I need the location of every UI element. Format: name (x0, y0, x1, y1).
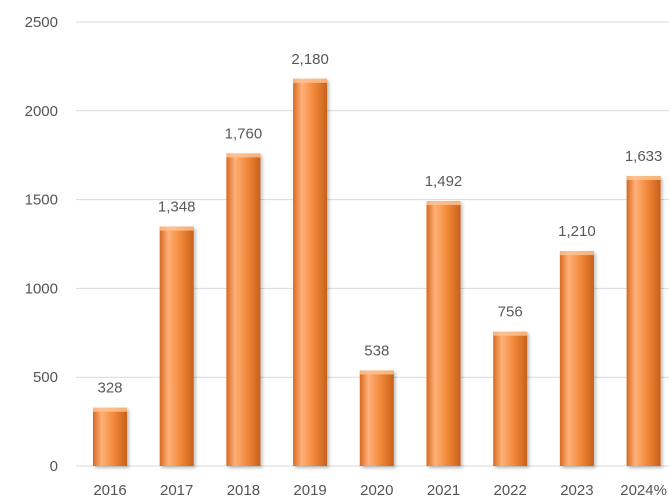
data-label: 328 (97, 380, 122, 397)
bar-cap (293, 78, 328, 83)
y-tick-label: 0 (50, 458, 58, 475)
data-label: 1,633 (625, 148, 663, 165)
x-tick-label: 2023 (560, 482, 593, 499)
data-label: 538 (364, 342, 389, 359)
data-label: 1,760 (225, 125, 263, 142)
data-label: 1,348 (158, 199, 196, 216)
bar-cap (559, 251, 594, 256)
y-tick-label: 2000 (25, 103, 58, 120)
bar (493, 331, 528, 466)
bar-cap (626, 175, 661, 180)
data-label: 1,492 (425, 173, 463, 190)
x-tick-label: 2021 (427, 482, 460, 499)
bar (159, 226, 194, 466)
x-tick-label: 2016 (93, 482, 126, 499)
y-axis-ticks: 0 500 1000 1500 2000 2500 (25, 14, 58, 475)
bar-cap (159, 226, 194, 231)
bar-cap (493, 331, 528, 336)
data-label: 2,180 (291, 51, 329, 68)
x-tick-label: 2019 (293, 482, 326, 499)
x-tick-label: 2024% (620, 482, 667, 499)
bar (293, 78, 328, 466)
bar (426, 201, 461, 466)
y-tick-label: 1000 (25, 280, 58, 297)
y-tick-label: 2500 (25, 14, 58, 31)
bar (226, 153, 261, 466)
bar-cap (93, 407, 127, 412)
bar-cap (359, 370, 394, 375)
y-tick-label: 500 (33, 369, 58, 386)
bars (93, 78, 661, 467)
x-tick-label: 2018 (227, 482, 260, 499)
bar (626, 175, 661, 467)
x-axis-ticks: 2016 2017 2018 2019 2020 2021 2022 2023 2024% (93, 482, 667, 499)
bar-cap (426, 201, 461, 206)
x-tick-label: 2017 (160, 482, 193, 499)
bar (359, 370, 394, 466)
bar (559, 251, 594, 466)
bar (93, 407, 127, 466)
data-label: 756 (498, 304, 523, 321)
data-labels: 328 1,348 1,760 2,180 538 1,492 756 1,210 1,633 (97, 51, 662, 397)
bar-cap (226, 153, 261, 158)
x-tick-label: 2022 (494, 482, 527, 499)
y-tick-label: 1500 (25, 192, 58, 209)
data-label: 1,210 (558, 223, 596, 240)
x-tick-label: 2020 (360, 482, 393, 499)
